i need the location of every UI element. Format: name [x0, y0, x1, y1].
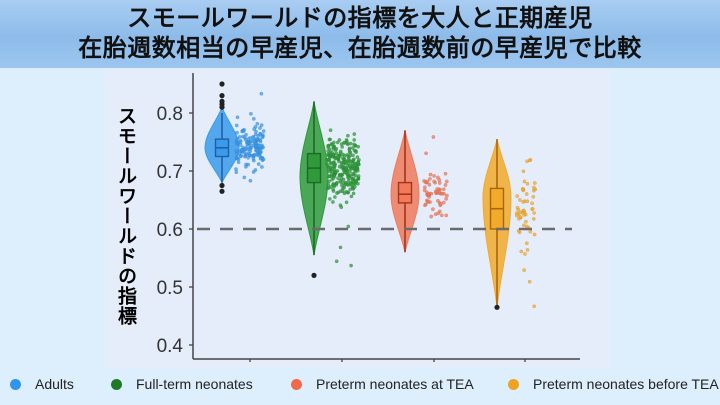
- y-tick-label: 0.5: [157, 278, 183, 299]
- y-axis-label: スモールワールドの指標: [115, 106, 137, 326]
- outlier-point: [219, 104, 225, 110]
- jitter-points: [422, 135, 449, 219]
- violin-group-2: [299, 101, 361, 278]
- outlier-point: [219, 81, 225, 87]
- legend-label: Preterm neonates at TEA: [316, 376, 474, 392]
- legend-item-preterm-tea: Preterm neonates at TEA: [291, 374, 474, 394]
- y-tick-label: 0.6: [157, 220, 183, 241]
- legend-dot-preterm-tea-icon: [291, 378, 302, 390]
- legend-dot-full-term-icon: [111, 378, 122, 390]
- legend-dot-preterm-before-tea-icon: [508, 378, 519, 390]
- legend-label: Adults: [35, 376, 74, 392]
- jitter-points: [325, 128, 361, 268]
- violin-group-3: [390, 130, 449, 253]
- outlier-point: [219, 93, 225, 99]
- outlier-point: [219, 182, 225, 189]
- y-tick-label: 0.8: [157, 104, 183, 125]
- title-banner: スモールワールドの指標を大人と正期産児 在胎週数相当の早産児、在胎週数前の早産児…: [0, 0, 720, 68]
- jitter-points: [514, 157, 538, 309]
- violin-groups: [204, 81, 538, 310]
- y-tick-label: 0.7: [157, 162, 183, 183]
- chart-panel: [105, 70, 610, 368]
- legend-dot-adults-icon: [10, 378, 21, 390]
- x-axis: [193, 358, 580, 362]
- legend-label: Full-term neonates: [136, 376, 253, 392]
- y-tick-label: 0.4: [157, 336, 184, 357]
- y-axis: 0.4 0.5 0.6 0.7 0.8: [157, 73, 194, 359]
- title-line-2: 在胎週数相当の早産児、在胎週数前の早産児で比較: [78, 34, 642, 62]
- legend-item-adults: Adults: [10, 374, 74, 394]
- violin-group-1: [204, 81, 266, 194]
- outlier-point: [311, 272, 317, 278]
- box: [397, 181, 413, 204]
- title-line-1: スモールワールドの指標を大人と正期産児: [127, 4, 593, 32]
- legend: Adults Full-term neonates Preterm neonat…: [0, 372, 720, 396]
- outlier-point: [219, 188, 225, 194]
- legend-item-preterm-before-tea: Preterm neonates before TEA: [508, 374, 719, 394]
- legend-label: Preterm neonates before TEA: [533, 376, 719, 392]
- jitter-points: [234, 91, 266, 183]
- legend-item-full-term: Full-term neonates: [111, 374, 253, 394]
- outlier-point: [494, 304, 500, 310]
- violin-group-4: [482, 139, 538, 310]
